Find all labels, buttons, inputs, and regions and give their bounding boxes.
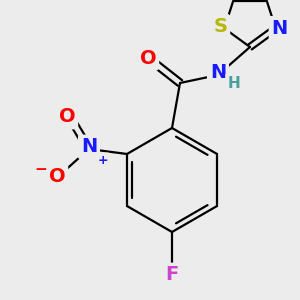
- Text: S: S: [213, 17, 227, 36]
- Text: O: O: [140, 49, 156, 68]
- Text: H: H: [228, 76, 240, 91]
- Text: O: O: [49, 167, 65, 185]
- Text: O: O: [59, 107, 75, 127]
- Text: N: N: [81, 137, 97, 157]
- Text: F: F: [165, 266, 178, 284]
- Text: N: N: [210, 62, 226, 82]
- Text: N: N: [272, 19, 288, 38]
- Text: +: +: [98, 154, 108, 167]
- Text: −: −: [34, 163, 47, 178]
